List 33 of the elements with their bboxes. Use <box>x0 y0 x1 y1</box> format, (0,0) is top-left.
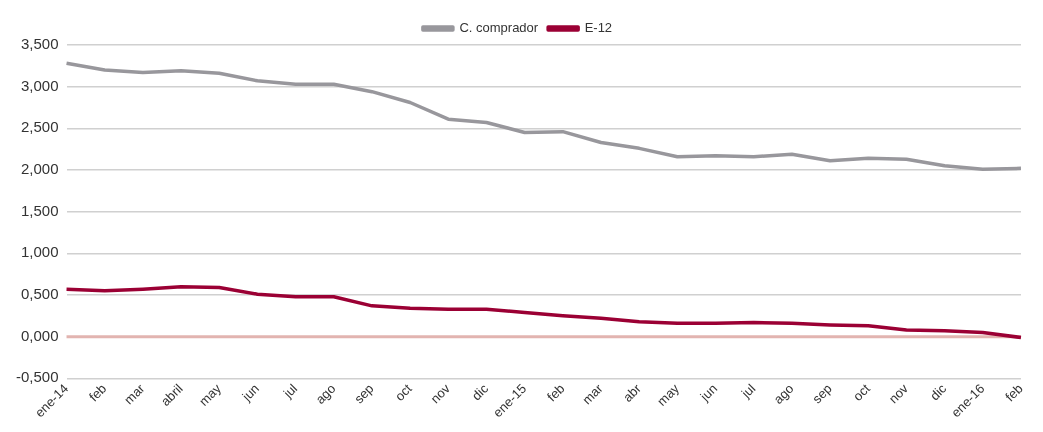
x-tick-label: dic <box>926 380 950 404</box>
x-tick-label: jul <box>279 380 301 402</box>
y-tick-label: 3,000 <box>20 76 59 94</box>
y-tick-label: 2,500 <box>20 118 59 136</box>
y-tick-label: 0,500 <box>20 285 59 303</box>
x-tick-label: jun <box>238 380 263 405</box>
x-tick-label: sep <box>351 380 377 407</box>
y-tick-label: 1,000 <box>20 243 59 261</box>
y-tick-label: 0,000 <box>20 326 59 344</box>
x-tick-label: oct <box>850 380 874 404</box>
x-tick-label: jun <box>696 380 721 405</box>
x-tick-label: ago <box>312 380 339 407</box>
x-tick-label: ago <box>770 380 797 407</box>
x-tick-label: sep <box>809 380 835 407</box>
x-tick-label: mar <box>579 380 607 408</box>
x-tick-label: mar <box>121 380 149 408</box>
y-tick-label: -0,500 <box>15 368 59 386</box>
x-tick-label: oct <box>391 380 416 404</box>
x-tick-label: may <box>195 380 225 409</box>
x-tick-label: nov <box>885 380 912 407</box>
x-tick-label: nov <box>427 380 454 407</box>
x-tick-label: feb <box>544 380 568 405</box>
x-tick-label: feb <box>1002 380 1026 405</box>
x-tick-label: feb <box>85 380 110 405</box>
legend-label: E-12 <box>584 20 613 36</box>
y-tick-label: 1,500 <box>20 201 59 219</box>
y-tick-label: 3,500 <box>20 35 59 53</box>
x-tick-label: dic <box>468 380 492 404</box>
legend-label: C. comprador <box>459 20 539 36</box>
x-tick-label: abr <box>619 380 645 405</box>
x-tick-label: may <box>654 380 683 409</box>
y-tick-label: 2,000 <box>20 160 59 178</box>
x-tick-label: jul <box>737 380 759 402</box>
